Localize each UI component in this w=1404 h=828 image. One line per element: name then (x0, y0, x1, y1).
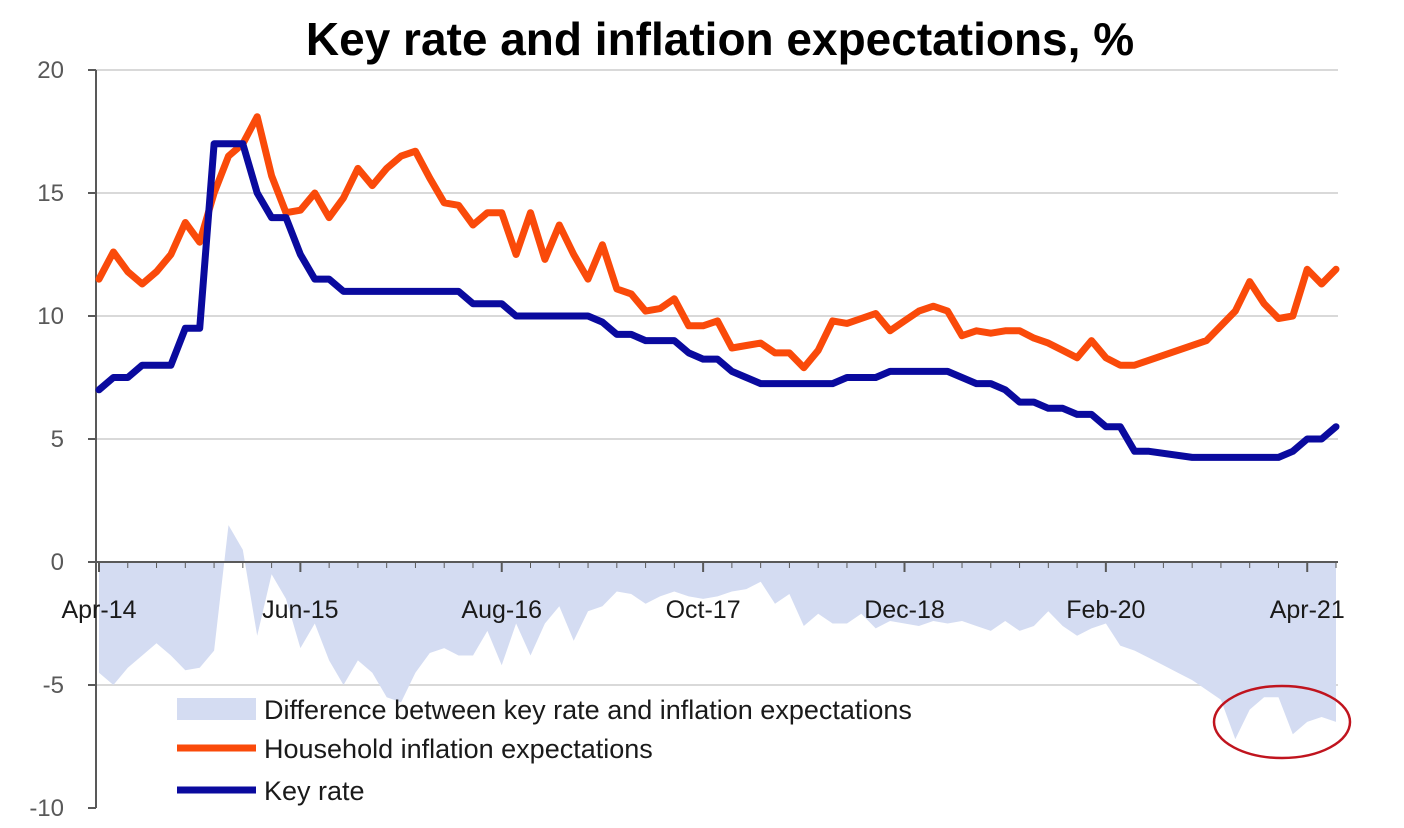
inflation-expectations-line (95, 113, 1340, 372)
chart-title: Key rate and inflation expectations, % (305, 13, 1135, 65)
y-tick-label: -5 (43, 672, 64, 699)
y-tick-label: -10 (29, 795, 64, 822)
legend-label-inflation: Household inflation expectations (264, 734, 653, 764)
x-tick-label: Apr-14 (61, 596, 136, 624)
highlight-ellipse-annotation (1212, 684, 1352, 760)
legend-swatch-difference (177, 698, 256, 720)
y-tick-labels: 20 15 10 5 0 -5 -10 (29, 57, 64, 822)
legend: Difference between key rate and inflatio… (177, 695, 912, 806)
y-tick-label: 20 (37, 57, 64, 84)
y-tick-label: 0 (51, 549, 64, 576)
x-tick-label: Aug-16 (461, 596, 542, 624)
y-tick-label: 5 (51, 426, 64, 453)
series-lines (95, 113, 1340, 461)
x-tick-label: Dec-18 (864, 596, 945, 624)
x-tick-label: Feb-20 (1066, 596, 1145, 624)
x-tick-label: Jun-15 (262, 596, 338, 624)
y-tick-label: 10 (37, 303, 64, 330)
difference-area-layer (99, 525, 1336, 740)
legend-label-difference: Difference between key rate and inflatio… (264, 695, 912, 725)
legend-label-key-rate: Key rate (264, 776, 365, 806)
key-rate-line (95, 140, 1340, 461)
difference-area (99, 525, 1336, 740)
y-tick-label: 15 (37, 180, 64, 207)
x-tick-label: Oct-17 (666, 596, 741, 624)
x-tick-label: Apr-21 (1270, 596, 1345, 624)
x-tick-labels: Apr-14 Jun-15 Aug-16 Oct-17 Dec-18 Feb-20 Apr-… (61, 596, 1344, 624)
axes (88, 69, 1338, 809)
gridlines (96, 69, 1338, 686)
